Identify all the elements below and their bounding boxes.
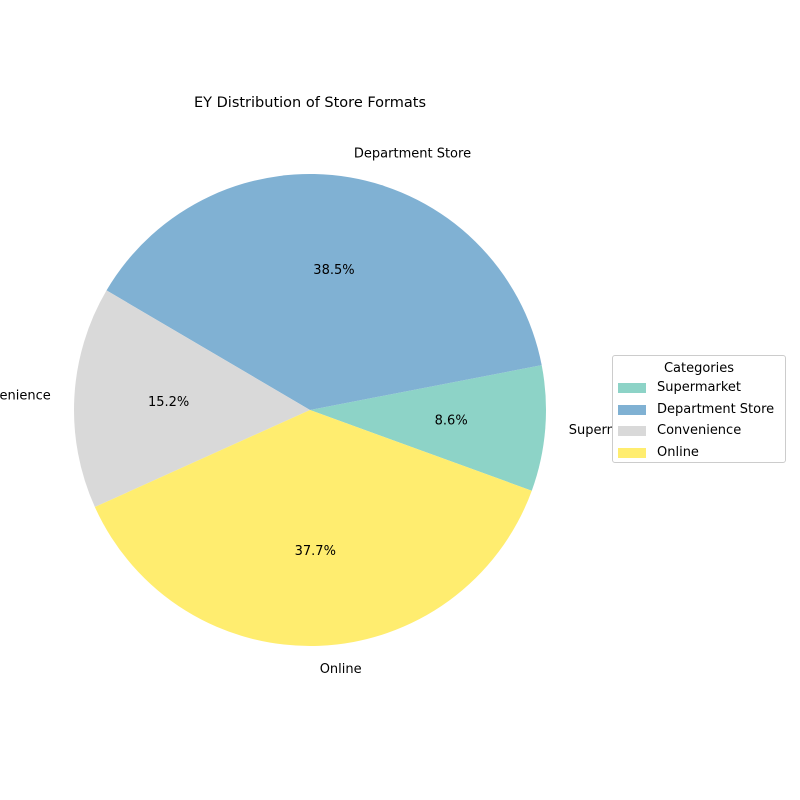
slice-online [94, 410, 532, 647]
chart-title: EY Distribution of Store Formats [194, 95, 426, 111]
legend-swatch [618, 426, 646, 436]
legend-swatch [618, 447, 646, 458]
legend-item-supermarket: Supermarket [613, 377, 785, 399]
slice-label-online: Online [320, 662, 362, 677]
slice-convenience [73, 290, 310, 508]
legend-swatch [618, 404, 646, 415]
slice-department-store [106, 174, 542, 410]
legend-swatch [618, 383, 646, 393]
slice-percent-online: 37.7% [295, 544, 336, 559]
slice-percent-supermarket: 8.6% [435, 414, 468, 429]
legend-item-department-store: Department Store [613, 399, 785, 421]
slice-label-convenience: Convenience [0, 389, 51, 404]
pie-slices [73, 174, 546, 647]
slice-label-department-store: Department Store [354, 147, 471, 162]
legend-label: Department Store [657, 401, 775, 417]
legend-item-online: Online [613, 442, 785, 464]
legend-title: Categories [663, 361, 735, 376]
slice-percent-convenience: 15.2% [148, 395, 189, 410]
legend-label: Supermarket [657, 380, 741, 395]
slice-supermarket [310, 365, 546, 491]
legend: Categories Supermarket Department Store … [612, 355, 786, 463]
slice-percent-department-store: 38.5% [313, 263, 354, 278]
legend-label: Online [657, 444, 699, 460]
legend-item-convenience: Convenience [613, 420, 785, 442]
legend-label: Convenience [657, 423, 742, 438]
